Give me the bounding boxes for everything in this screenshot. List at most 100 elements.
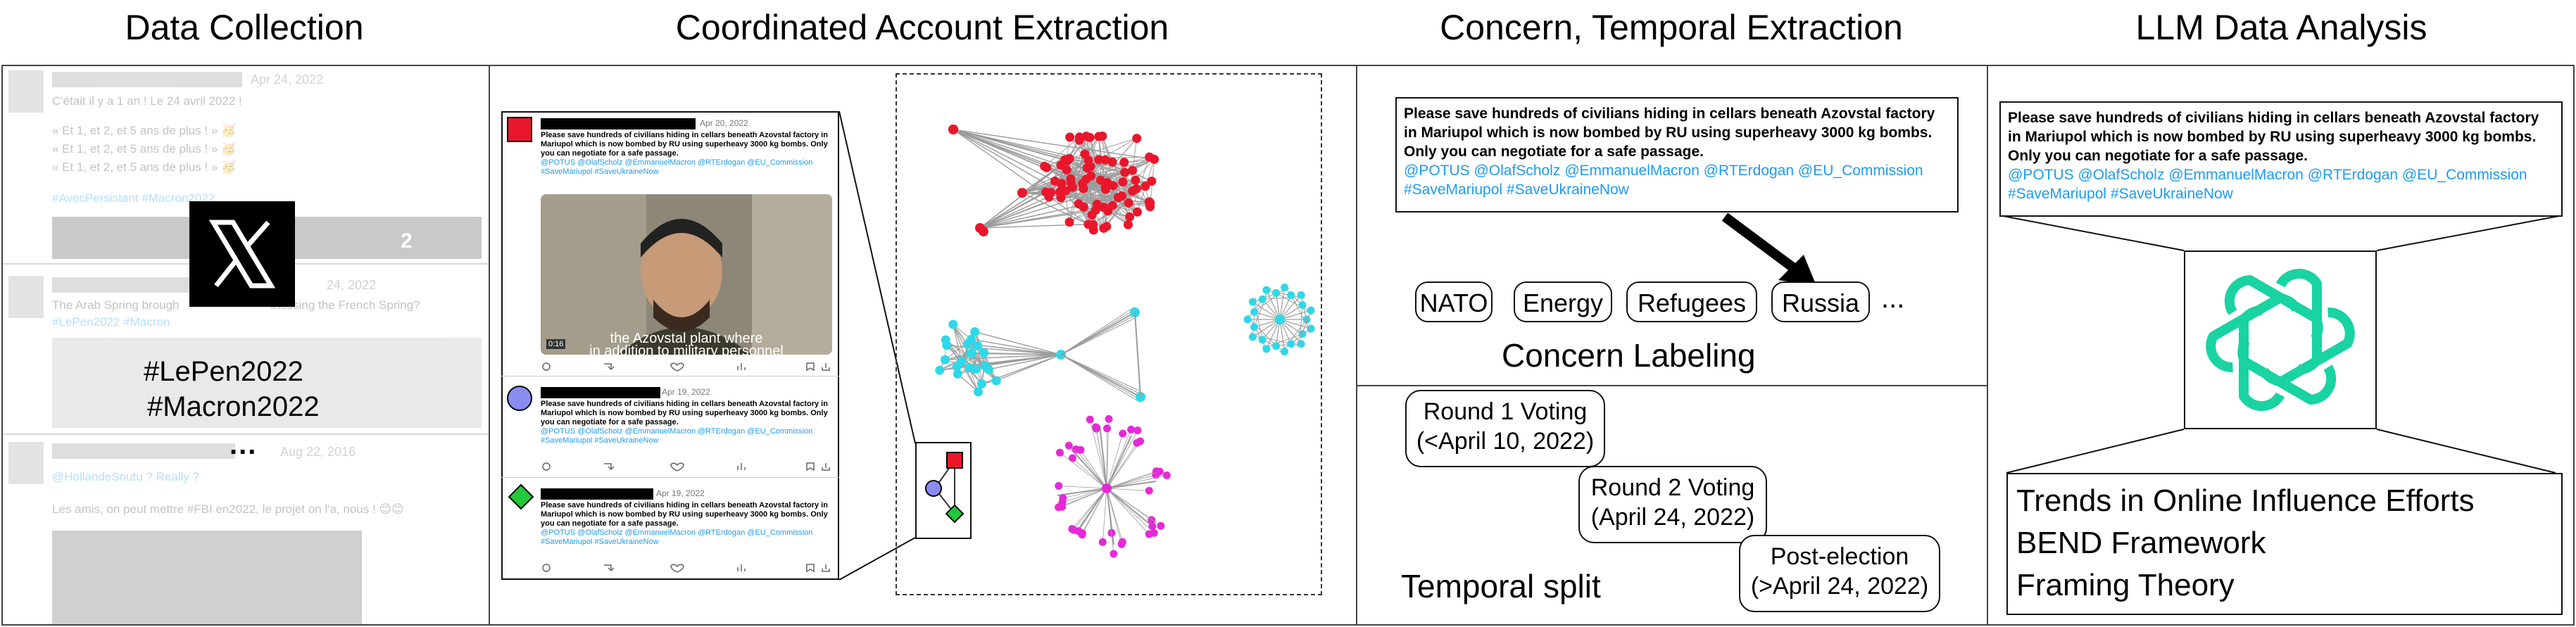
network-node bbox=[1148, 522, 1157, 531]
network-node bbox=[1065, 132, 1075, 142]
tweet-separator bbox=[501, 477, 839, 478]
network-edge bbox=[1080, 450, 1107, 489]
network-edge bbox=[1060, 315, 1136, 355]
marker-legend bbox=[915, 442, 972, 539]
tweet-text: The Arab Spring brough bbox=[52, 298, 180, 312]
tweet-date: 24, 2022 bbox=[327, 278, 377, 292]
mini-tweet-text: Please save hundreds of civilians hiding… bbox=[541, 131, 828, 158]
network-edge bbox=[1103, 191, 1133, 229]
green-diamond-marker bbox=[508, 483, 534, 510]
network-node bbox=[1107, 157, 1117, 167]
network-edge bbox=[953, 324, 962, 362]
network-node bbox=[1258, 295, 1267, 303]
network-node bbox=[980, 361, 990, 371]
network-edge bbox=[1112, 185, 1131, 217]
network-edge bbox=[953, 129, 1060, 193]
network-node bbox=[1017, 188, 1027, 198]
network-edge bbox=[1069, 156, 1150, 159]
network-node bbox=[1281, 283, 1289, 291]
network-node bbox=[1123, 220, 1133, 229]
tweet-mentions: @POTUS @OlafScholz @EmmanuelMacron @RTEr… bbox=[1404, 163, 1923, 179]
network-edge bbox=[1060, 452, 1107, 489]
network-node bbox=[1040, 161, 1050, 171]
network-edge bbox=[967, 343, 1062, 355]
network-node bbox=[1068, 454, 1076, 462]
network-node bbox=[1287, 291, 1295, 299]
network-node bbox=[1297, 291, 1305, 299]
hashtag-macron: #Macron2022 bbox=[147, 391, 320, 422]
video-caption-1: the Azovstal plant where bbox=[610, 331, 763, 346]
network-node bbox=[948, 319, 958, 329]
mini-tweet-text: Please save hundreds of civilians hiding… bbox=[541, 501, 828, 528]
network-edge bbox=[1106, 488, 1150, 491]
network-node bbox=[940, 355, 950, 365]
tweet-text: Please save hundreds of civilians hiding… bbox=[1404, 106, 1935, 160]
concern-pill-energy: Energy bbox=[1514, 281, 1612, 322]
network-node bbox=[1162, 471, 1171, 480]
tweet-actions bbox=[541, 362, 832, 372]
network-node bbox=[967, 334, 976, 344]
network-edge bbox=[1060, 354, 1141, 392]
network-node bbox=[1141, 182, 1150, 191]
network-edge bbox=[1058, 488, 1107, 508]
tweet-date: Apr 20, 2022 bbox=[700, 118, 748, 128]
network-edge bbox=[1083, 188, 1113, 206]
network-edge bbox=[1102, 488, 1107, 543]
video-time: 0:16 bbox=[546, 339, 566, 349]
tweet-date: Apr 19, 2022 bbox=[656, 488, 705, 498]
network-edge bbox=[988, 354, 1062, 370]
network-node bbox=[1057, 179, 1067, 189]
network-node bbox=[1055, 448, 1064, 457]
network-node bbox=[1132, 134, 1142, 144]
network-node bbox=[1127, 425, 1136, 433]
output-trends: Trends in Online Influence Efforts bbox=[2016, 483, 2475, 518]
network-edge bbox=[1106, 488, 1155, 533]
network-node bbox=[957, 356, 967, 366]
tweet-separator bbox=[3, 433, 489, 435]
network-node bbox=[973, 341, 983, 350]
network-edge bbox=[1089, 419, 1107, 489]
video-thumbnail[interactable]: the Azovstal plant where in addition to … bbox=[541, 194, 832, 355]
username-redacted bbox=[52, 443, 235, 459]
network-node bbox=[1118, 177, 1128, 187]
title-coordinated-account-extraction: Coordinated Account Extraction bbox=[675, 8, 1169, 47]
network-edge bbox=[1095, 426, 1107, 489]
network-node bbox=[1155, 467, 1164, 476]
network-edge bbox=[1279, 310, 1312, 320]
network-edge bbox=[1106, 443, 1138, 489]
network-node bbox=[1062, 165, 1072, 175]
network-node bbox=[1094, 132, 1104, 141]
tweet-date: Aug 22, 2016 bbox=[280, 445, 356, 459]
network-node bbox=[1102, 483, 1112, 493]
video-caption-2: in addition to military personnel bbox=[589, 343, 784, 355]
network-node bbox=[979, 227, 988, 236]
network-edge bbox=[1106, 471, 1160, 489]
network-edge bbox=[1106, 474, 1156, 489]
network-edge bbox=[1022, 192, 1122, 197]
tweet-actions bbox=[541, 563, 832, 573]
network-node bbox=[1058, 498, 1067, 507]
network-node bbox=[1147, 176, 1157, 186]
network-node bbox=[1298, 300, 1307, 309]
network-edge bbox=[953, 129, 1155, 160]
network-edge bbox=[1106, 488, 1150, 535]
network-edge bbox=[1106, 429, 1131, 489]
network-node bbox=[1124, 198, 1133, 208]
ellipsis: ... bbox=[230, 429, 258, 460]
username-redacted bbox=[52, 277, 193, 293]
network-node bbox=[1055, 481, 1063, 490]
network-edge bbox=[1060, 354, 1141, 395]
post-election: Post-election (>April 24, 2022) bbox=[1739, 535, 1940, 612]
network-edge bbox=[1060, 354, 1141, 398]
network-edge bbox=[1300, 295, 1310, 334]
network-edge bbox=[1060, 306, 1136, 355]
network-node bbox=[1061, 186, 1071, 196]
mini-tweet-text: Please save hundreds of civilians hiding… bbox=[541, 400, 828, 426]
network-node bbox=[1068, 525, 1076, 533]
output-bend-framework: BEND Framework bbox=[2016, 526, 2266, 560]
network-node bbox=[1092, 423, 1100, 431]
network-node bbox=[1080, 149, 1090, 159]
network-node bbox=[1250, 323, 1259, 331]
tweet-mentions: @POTUS @OlafScholz @EmmanuelMacron @RTEr… bbox=[2008, 167, 2527, 183]
network-edge bbox=[1279, 294, 1302, 320]
